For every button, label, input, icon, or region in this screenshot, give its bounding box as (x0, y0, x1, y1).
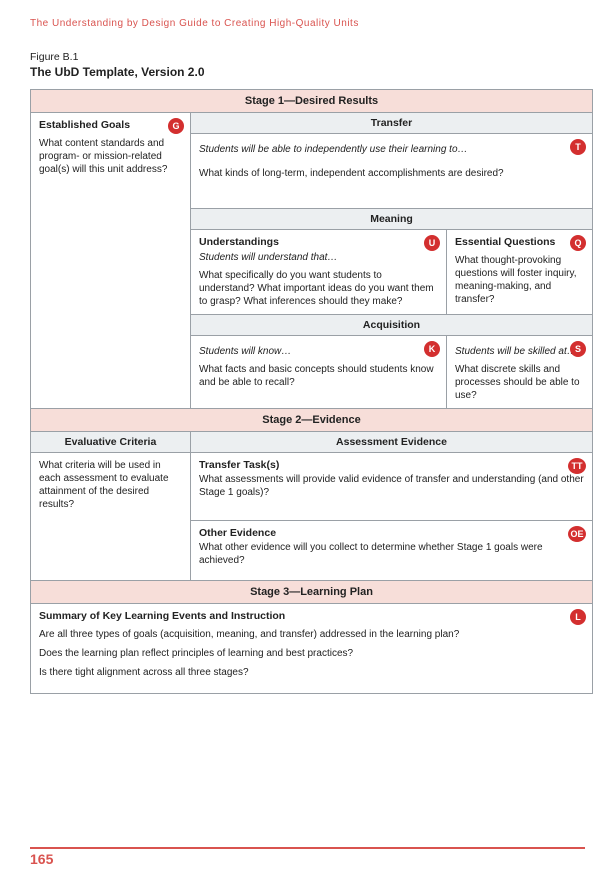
assessment-evidence-header: Assessment Evidence (191, 432, 593, 453)
summary-q3: Is there tight alignment across all thre… (39, 666, 584, 679)
stage3-header: Stage 3—Learning Plan (31, 581, 593, 604)
understandings-cell: Understandings U Students will understan… (191, 230, 447, 315)
badge-s: S (570, 341, 586, 357)
summary-q2: Does the learning plan reflect principle… (39, 647, 584, 660)
criteria-cell: What criteria will be used in each asses… (31, 453, 191, 581)
understandings-title: Understandings (199, 236, 279, 248)
badge-oe: OE (568, 526, 586, 542)
other-evidence-title: Other Evidence (199, 527, 276, 539)
stage2-header: Stage 2—Evidence (31, 409, 593, 432)
established-goals-title: Established Goals (39, 119, 130, 131)
figure-title: The UbD Template, Version 2.0 (30, 65, 592, 79)
transfer-cell: T Students will be able to independently… (191, 134, 593, 209)
badge-q: Q (570, 235, 586, 251)
transfer-prompt: What kinds of long-term, independent acc… (199, 167, 584, 180)
transfer-italic: Students will be able to independently u… (199, 144, 584, 155)
badge-g: G (168, 118, 184, 134)
evaluative-criteria-header: Evaluative Criteria (31, 432, 191, 453)
stage1-header: Stage 1—Desired Results (31, 90, 593, 113)
book-title: The Understanding by Design Guide to Cre… (30, 18, 592, 29)
established-goals-cell: Established Goals G What content standar… (31, 113, 191, 409)
understandings-prompt: What specifically do you want students t… (199, 269, 438, 308)
badge-l: L (570, 609, 586, 625)
skill-italic: Students will be skilled at… (455, 346, 584, 357)
transfer-header: Transfer (191, 113, 593, 134)
badge-u: U (424, 235, 440, 251)
figure-label: Figure B.1 (30, 51, 592, 63)
essential-questions-title: Essential Questions (455, 236, 555, 248)
understandings-italic: Students will understand that… (199, 252, 438, 263)
page-number: 165 (30, 847, 585, 867)
know-prompt: What facts and basic concepts should stu… (199, 363, 438, 389)
badge-tt: TT (568, 458, 586, 474)
know-cell: K Students will know… What facts and bas… (191, 336, 447, 409)
established-goals-prompt: What content standards and program- or m… (39, 137, 182, 176)
know-italic: Students will know… (199, 346, 438, 357)
transfer-task-prompt: What assessments will provide valid evid… (199, 473, 584, 499)
criteria-prompt: What criteria will be used in each asses… (39, 459, 182, 511)
acquisition-header: Acquisition (191, 315, 593, 336)
badge-k: K (424, 341, 440, 357)
transfer-task-title: Transfer Task(s) (199, 459, 279, 471)
essential-questions-prompt: What thought-provoking questions will fo… (455, 254, 584, 306)
essential-questions-cell: Essential Questions Q What thought-provo… (447, 230, 593, 315)
summary-title: Summary of Key Learning Events and Instr… (39, 610, 285, 622)
skill-cell: S Students will be skilled at… What disc… (447, 336, 593, 409)
summary-cell: Summary of Key Learning Events and Instr… (31, 604, 593, 694)
meaning-header: Meaning (191, 209, 593, 230)
ubd-template-table: Stage 1—Desired Results Established Goal… (30, 89, 593, 694)
badge-t: T (570, 139, 586, 155)
other-evidence-cell: Other Evidence OE What other evidence wi… (191, 521, 593, 581)
summary-q1: Are all three types of goals (acquisitio… (39, 628, 584, 641)
transfer-task-cell: Transfer Task(s) TT What assessments wil… (191, 453, 593, 521)
other-evidence-prompt: What other evidence will you collect to … (199, 541, 584, 567)
skill-prompt: What discrete skills and processes shoul… (455, 363, 584, 402)
